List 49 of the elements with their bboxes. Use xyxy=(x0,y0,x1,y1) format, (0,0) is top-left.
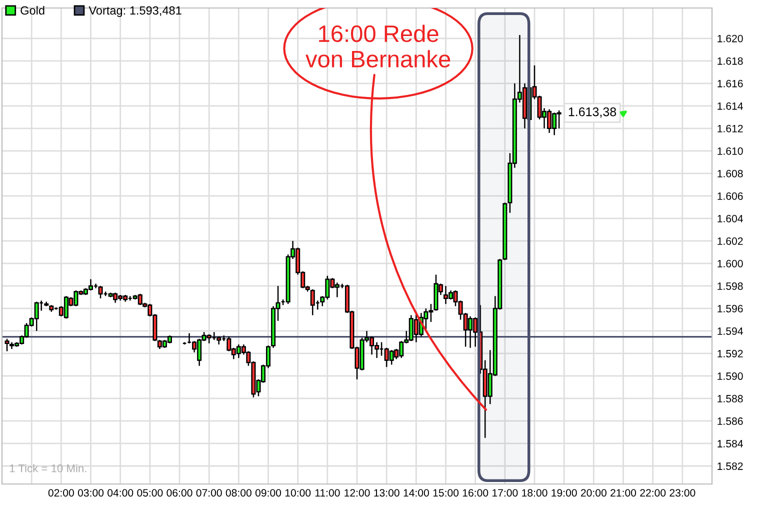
x-tick-label: 04:00 xyxy=(108,489,134,497)
y-tick-label: 1.608 xyxy=(718,170,743,178)
x-tick-label: 07:00 xyxy=(196,489,222,497)
y-tick-label: 1.620 xyxy=(718,34,743,42)
x-tick-label: 22:00 xyxy=(640,489,666,497)
y-tick-label: 1.592 xyxy=(718,350,743,358)
x-tick-label: 09:00 xyxy=(255,489,282,497)
annotation: 16:00 Rede von Bernanke xyxy=(306,24,450,68)
y-tick-label: 1.610 xyxy=(718,147,743,155)
y-tick-label: 1.584 xyxy=(718,440,743,448)
annotation: 1 Tick = 10 Min. xyxy=(10,464,86,472)
x-tick-label: 18:00 xyxy=(522,489,548,497)
y-tick-label: 1.606 xyxy=(718,192,743,200)
x-tick-label: 06:00 xyxy=(166,489,192,497)
y-tick-label: 1.586 xyxy=(718,417,743,425)
x-tick-label: 20:00 xyxy=(580,489,606,497)
x-tick-label: 23:00 xyxy=(670,489,696,497)
x-tick-label: 17:00 xyxy=(492,489,518,497)
x-tick-label: 10:00 xyxy=(285,489,311,497)
y-tick-label: 1.600 xyxy=(718,260,743,268)
y-tick-label: 1.604 xyxy=(718,214,743,222)
x-tick-label: 12:00 xyxy=(344,489,370,497)
y-tick-label: 1.582 xyxy=(718,462,743,470)
y-tick-label: 1.602 xyxy=(718,237,743,245)
x-tick-label: 21:00 xyxy=(610,489,636,497)
x-tick-label: 03:00 xyxy=(78,489,104,497)
y-tick-label: 1.616 xyxy=(718,80,743,88)
x-tick-label: 05:00 xyxy=(137,489,163,497)
y-tick-label: 1.614 xyxy=(718,102,743,110)
x-tick-label: 14:00 xyxy=(404,489,429,497)
x-tick-label: 02:00 xyxy=(48,489,74,497)
annotation: 1.613,38 xyxy=(568,107,616,118)
y-tick-label: 1.594 xyxy=(718,327,743,335)
y-tick-label: 1.590 xyxy=(718,372,743,380)
legend-label: Gold xyxy=(20,6,44,15)
x-tick-label: 16:00 xyxy=(462,489,488,497)
x-tick-label: 08:00 xyxy=(226,489,252,497)
x-tick-label: 19:00 xyxy=(552,489,577,497)
y-tick-label: 1.612 xyxy=(718,124,743,132)
x-tick-label: 13:00 xyxy=(374,489,400,497)
y-tick-label: 1.598 xyxy=(718,282,743,290)
y-tick-label: 1.588 xyxy=(718,394,743,402)
y-tick-label: 1.596 xyxy=(718,304,743,312)
y-tick-label: 1.618 xyxy=(718,57,743,65)
x-tick-label: 11:00 xyxy=(315,489,340,497)
candlestick xyxy=(98,285,103,299)
legend-label: Vortag: 1.593,481 xyxy=(88,6,182,17)
candlestick xyxy=(4,338,10,352)
x-tick-label: 15:00 xyxy=(433,489,459,497)
